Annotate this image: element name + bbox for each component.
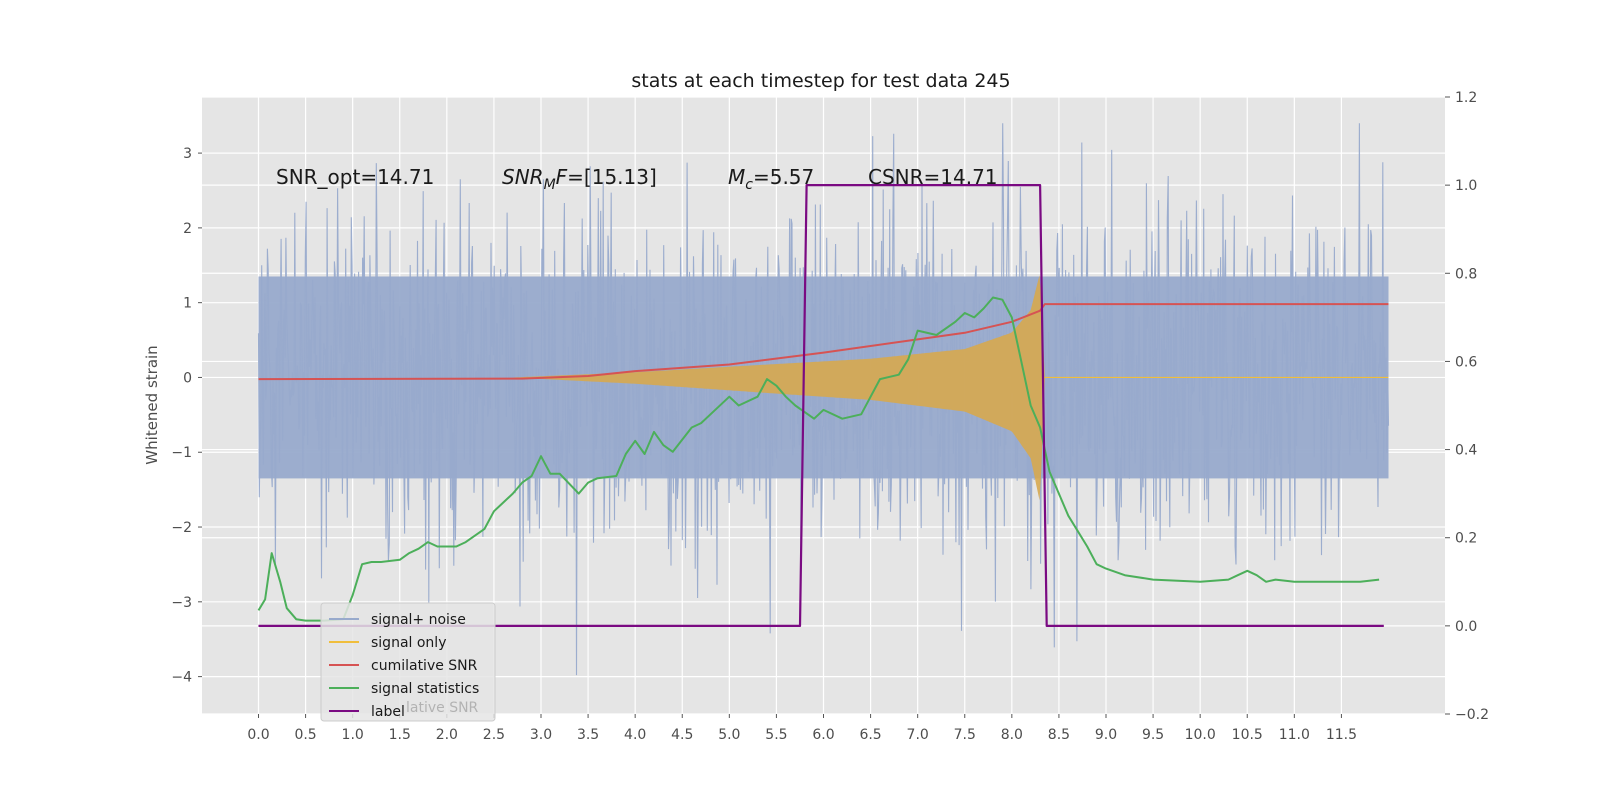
x-tick-label: 1.5 — [389, 727, 411, 743]
snr-mf-rest: =[15.13] — [567, 165, 657, 189]
plot-series — [257, 123, 1390, 676]
series-label — [258, 184, 1384, 627]
x-tick-label: 0.0 — [247, 727, 269, 743]
snr-mf-rest-italic: F — [556, 165, 568, 189]
x-tick-label: 5.5 — [765, 727, 787, 743]
csnr-annotation: CSNR=14.71 — [868, 165, 998, 189]
x-tick-label: 6.5 — [859, 727, 881, 743]
y-right-tick-label: −0.2 — [1455, 707, 1489, 723]
x-tick-label: 8.0 — [1001, 727, 1023, 743]
chart-title: stats at each timestep for test data 245 — [631, 70, 1010, 92]
legend-label: cumilative SNR — [371, 658, 478, 674]
x-tick-label: 4.5 — [671, 727, 693, 743]
mc-rest: =5.57 — [753, 165, 814, 189]
x-tick-label: 9.0 — [1095, 727, 1117, 743]
snr-opt-annotation: SNR_opt=14.71 — [276, 165, 434, 189]
legend-label: label — [371, 704, 405, 720]
x-tick-label: 8.5 — [1048, 727, 1070, 743]
snr-mf-sub: M — [544, 177, 556, 193]
x-tick-label: 3.5 — [577, 727, 599, 743]
x-axis-ticks: 0.0 0.5 1.0 1.5 2.0 2.5 3.0 3.5 4.0 4.5 5.0 5.5 6.0 6… — [247, 714, 1357, 743]
y-right-tick-label: 0.6 — [1455, 354, 1477, 370]
y-left-tick-label: 1 — [183, 296, 192, 312]
x-tick-label: 7.0 — [907, 727, 929, 743]
series-signal-noise — [257, 123, 1390, 676]
annotations: SNR_opt=14.71 SNRMF=[15.13] Mc=5.57 CSNR… — [276, 165, 998, 193]
snr-mf-annotation: SNRMF=[15.13] — [502, 165, 657, 193]
y-right-tick-label: 0.8 — [1455, 266, 1477, 282]
legend-label: signal+ noise — [371, 612, 466, 628]
legend-label: signal statistics — [371, 681, 479, 697]
legend-ghost-text: lative SNR — [406, 700, 479, 716]
x-tick-label: 5.0 — [718, 727, 740, 743]
y-right-tick-label: 0.2 — [1455, 531, 1477, 547]
y-right-tick-label: 0.4 — [1455, 443, 1477, 459]
x-tick-label: 11.0 — [1279, 727, 1310, 743]
snr-mf-main: SNR — [502, 165, 544, 189]
y-left-tick-label: −1 — [171, 445, 192, 461]
legend-box — [320, 602, 496, 722]
x-tick-label: 10.5 — [1232, 727, 1263, 743]
legend: lative SNR signal+ noise signal only cumil… — [320, 602, 496, 722]
mc-sub: c — [745, 177, 753, 193]
y-axis-right-ticks: 1.2 1.0 0.8 0.6 0.4 0.2 0.0 −0.2 — [1445, 90, 1489, 723]
y-left-tick-label: −2 — [171, 520, 192, 536]
x-tick-label: 0.5 — [294, 727, 316, 743]
x-tick-label: 2.0 — [436, 727, 458, 743]
y-left-tick-label: −4 — [171, 670, 192, 686]
series-signal-statistics — [257, 296, 1380, 622]
x-tick-label: 4.0 — [624, 727, 646, 743]
y-axis-left-ticks: 3 2 1 0 −1 −2 −3 −4 — [171, 146, 202, 686]
x-tick-label: 3.0 — [530, 727, 552, 743]
mc-main: M — [728, 165, 745, 189]
y-left-tick-label: −3 — [171, 595, 192, 611]
x-tick-label: 9.5 — [1142, 727, 1164, 743]
x-tick-label: 7.5 — [954, 727, 976, 743]
y-left-tick-label: 2 — [183, 221, 192, 237]
legend-label: signal only — [371, 635, 446, 651]
y-axis-label: Whitened strain — [143, 345, 161, 464]
x-tick-label: 1.0 — [342, 727, 364, 743]
y-left-tick-label: 3 — [183, 146, 192, 162]
y-right-tick-label: 1.0 — [1455, 178, 1477, 194]
x-tick-label: 6.0 — [812, 727, 834, 743]
x-tick-label: 11.5 — [1326, 727, 1357, 743]
mc-annotation: Mc=5.57 — [728, 165, 814, 193]
x-tick-label: 2.5 — [483, 727, 505, 743]
y-right-tick-label: 1.2 — [1455, 90, 1477, 106]
y-left-tick-label: 0 — [183, 370, 192, 386]
y-right-tick-label: 0.0 — [1455, 619, 1477, 635]
x-tick-label: 10.0 — [1185, 727, 1216, 743]
